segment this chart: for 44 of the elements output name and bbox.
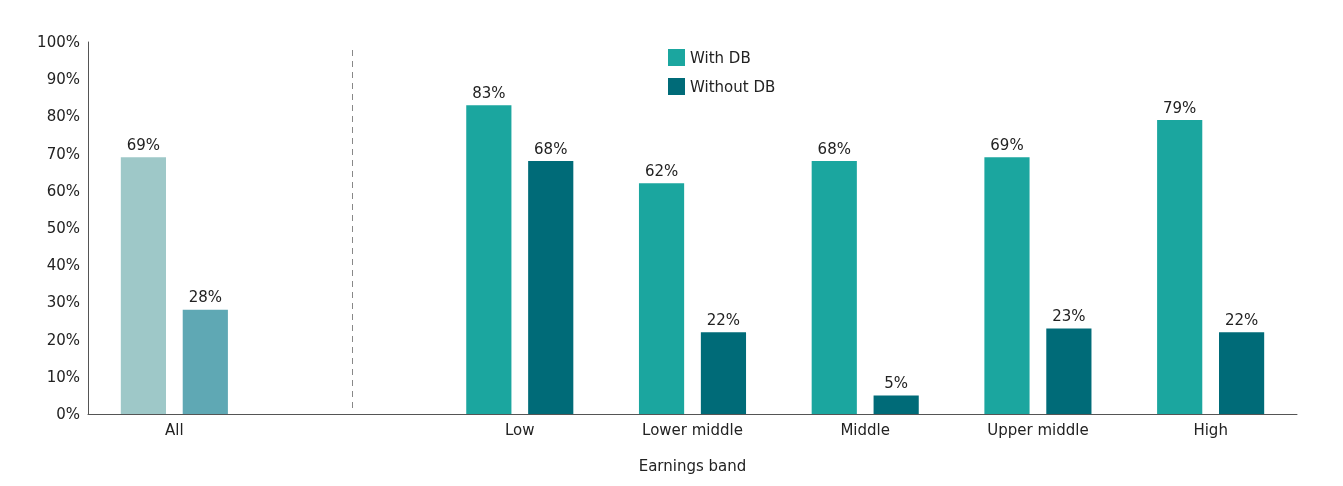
bar [873, 395, 919, 414]
bar [811, 161, 857, 414]
bar [120, 157, 166, 414]
data-label: 62% [644, 161, 679, 180]
y-tick-label: 90% [46, 70, 80, 89]
data-label: 68% [817, 139, 851, 158]
x-tick-label: High [1193, 420, 1228, 439]
x-tick-label: Low [505, 420, 535, 439]
y-tick-label: 30% [46, 293, 80, 312]
bar [528, 161, 574, 414]
y-tick-label: 40% [46, 256, 80, 275]
bar [984, 157, 1030, 414]
data-label: 28% [188, 288, 222, 307]
legend-label: With DB [690, 48, 751, 67]
y-tick-label: 10% [46, 367, 80, 386]
data-label: 83% [472, 83, 506, 102]
data-label: 22% [1224, 310, 1259, 329]
bar [466, 105, 512, 414]
bar [1219, 332, 1265, 414]
y-tick-label: 60% [46, 181, 80, 200]
y-tick-label: 50% [46, 219, 80, 237]
y-tick-label: 80% [46, 107, 80, 126]
x-tick-label: Upper middle [987, 420, 1089, 439]
y-tick-label: 70% [46, 144, 80, 163]
y-tick-label: 100% [37, 33, 80, 51]
bar [1157, 120, 1203, 414]
data-label: 5% [884, 373, 909, 392]
data-label: 22% [706, 310, 741, 329]
data-label: 69% [990, 135, 1024, 154]
data-label: 69% [126, 135, 161, 154]
x-tick-label: All [165, 420, 184, 439]
x-tick-label: Lower middle [642, 420, 743, 439]
bar [182, 309, 228, 414]
y-tick-label: 0% [56, 405, 80, 423]
bar [700, 332, 747, 414]
x-axis-title: Earnings band [638, 456, 747, 475]
bar [1046, 328, 1092, 414]
bar [638, 183, 685, 414]
y-tick-label: 20% [46, 330, 80, 349]
x-tick-label: Middle [840, 420, 890, 439]
data-label: 68% [534, 139, 568, 158]
data-label: 23% [1052, 306, 1086, 325]
legend-label: Without DB [690, 77, 776, 96]
data-label: 79% [1163, 98, 1197, 117]
